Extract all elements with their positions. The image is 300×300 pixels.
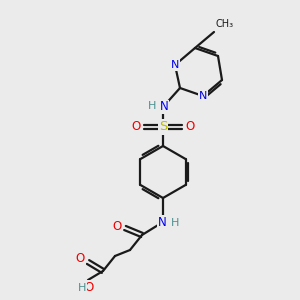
Text: N: N bbox=[171, 60, 179, 70]
Text: H: H bbox=[148, 101, 156, 111]
Text: S: S bbox=[159, 121, 167, 134]
Text: CH₃: CH₃ bbox=[215, 19, 233, 29]
Text: O: O bbox=[113, 220, 122, 232]
Text: O: O bbox=[185, 121, 194, 134]
Text: N: N bbox=[160, 100, 168, 113]
Text: O: O bbox=[76, 253, 85, 266]
Text: O: O bbox=[132, 121, 141, 134]
Text: N: N bbox=[158, 215, 166, 229]
Text: N: N bbox=[199, 91, 207, 101]
Text: H: H bbox=[171, 218, 179, 228]
Text: H: H bbox=[78, 283, 86, 293]
Text: O: O bbox=[84, 281, 94, 294]
